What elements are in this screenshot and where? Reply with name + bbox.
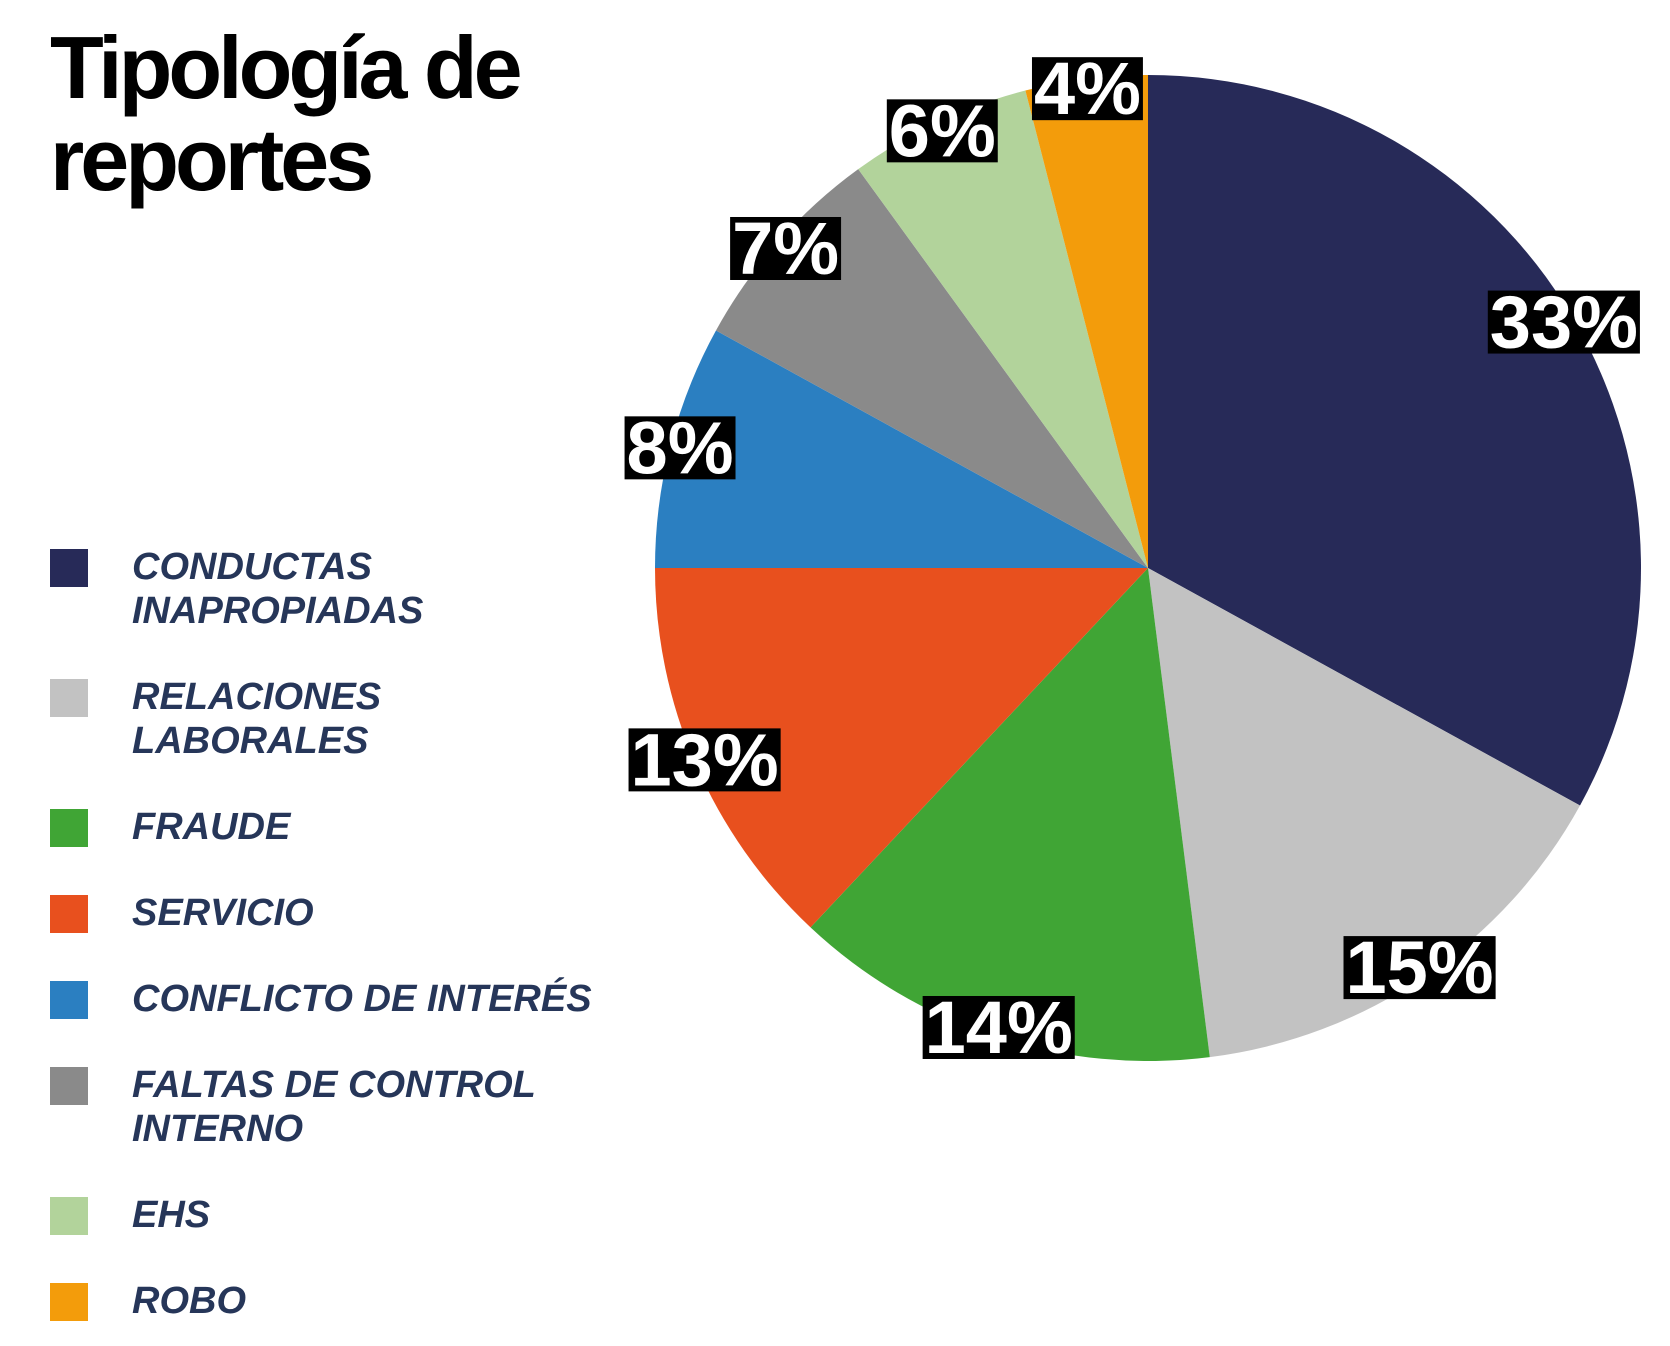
data-label: 6% <box>886 89 998 172</box>
data-label: 4% <box>1031 47 1143 130</box>
chart-title: Tipología de reportes <box>50 18 523 209</box>
legend-item: FRAUDE <box>50 805 592 849</box>
legend-item: FALTAS DE CONTROL INTERNO <box>50 1063 592 1151</box>
pie-slice <box>810 568 1210 1061</box>
data-label: 14% <box>922 986 1075 1069</box>
legend-swatch <box>50 895 88 933</box>
legend: CONDUCTAS INAPROPIADAS RELACIONES LABORAL… <box>50 545 592 1323</box>
pie-slice <box>1148 568 1581 1058</box>
legend-item: SERVICIO <box>50 891 592 935</box>
data-label-text: 33% <box>1490 281 1638 364</box>
pie-slice <box>1025 75 1148 568</box>
data-label-bg <box>1031 57 1143 121</box>
legend-label: EHS <box>132 1194 211 1236</box>
legend-swatch <box>50 1067 88 1105</box>
legend-swatch <box>50 679 88 717</box>
legend-swatch <box>50 549 88 587</box>
data-label: 8% <box>624 406 736 489</box>
data-label-text: 7% <box>732 207 839 290</box>
data-label-bg <box>1343 936 1496 1000</box>
data-label-text: 8% <box>627 406 734 489</box>
pie-slice <box>858 90 1148 569</box>
legend-label: SERVICIO <box>132 892 314 934</box>
data-label-bg <box>1487 290 1640 354</box>
pie-slice <box>655 568 1148 928</box>
data-label-text: 6% <box>889 89 996 172</box>
legend-label: FALTAS DE CONTROL INTERNO <box>132 1064 536 1150</box>
legend-item: RELACIONES LABORALES <box>50 675 592 763</box>
data-label-bg <box>922 995 1075 1059</box>
data-label: 33% <box>1487 281 1640 364</box>
data-label-bg <box>628 728 781 792</box>
data-label-bg <box>624 416 736 480</box>
data-label: 15% <box>1343 926 1496 1009</box>
legend-label: FRAUDE <box>132 806 291 848</box>
data-label-text: 15% <box>1346 926 1494 1009</box>
legend-item: ROBO <box>50 1279 592 1323</box>
data-label-bg <box>730 216 842 280</box>
legend-swatch <box>50 809 88 847</box>
legend-swatch <box>50 981 88 1019</box>
pie-slice <box>655 330 1148 568</box>
legend-item: EHS <box>50 1193 592 1237</box>
legend-label: ROBO <box>132 1280 246 1322</box>
legend-item: CONFLICTO DE INTERÉS <box>50 977 592 1021</box>
legend-swatch <box>50 1283 88 1321</box>
data-label-bg <box>886 99 998 163</box>
legend-label: RELACIONES LABORALES <box>132 676 382 762</box>
data-label-text: 14% <box>925 986 1073 1069</box>
data-label: 7% <box>730 207 842 290</box>
legend-swatch <box>50 1197 88 1235</box>
data-label: 13% <box>628 718 781 801</box>
pie-slice <box>1148 75 1641 806</box>
legend-label: CONDUCTAS INAPROPIADAS <box>132 546 424 632</box>
data-label-text: 4% <box>1034 47 1141 130</box>
legend-label: CONFLICTO DE INTERÉS <box>132 978 592 1020</box>
legend-item: CONDUCTAS INAPROPIADAS <box>50 545 592 633</box>
data-label-text: 13% <box>631 718 779 801</box>
